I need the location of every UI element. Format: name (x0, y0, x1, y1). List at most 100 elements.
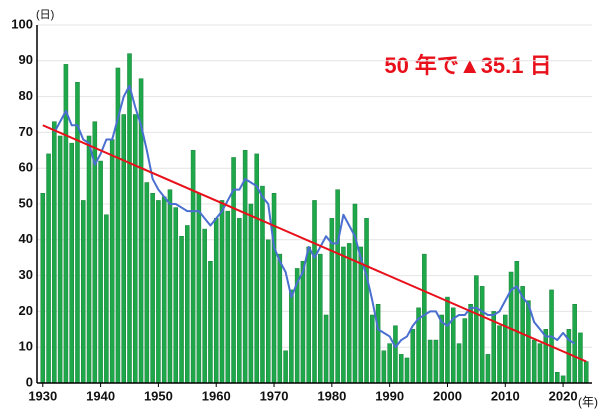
y-tick-label: 30 (19, 267, 33, 282)
x-tick-label: 1990 (375, 388, 404, 403)
bar (167, 189, 173, 384)
bar (121, 114, 126, 384)
bar (156, 200, 161, 384)
bar (381, 350, 387, 384)
bar (237, 218, 242, 384)
bar (352, 203, 358, 384)
bar (80, 200, 86, 384)
bar (69, 142, 74, 384)
bar (300, 261, 306, 384)
bar (133, 114, 138, 384)
bar (179, 235, 184, 384)
x-tick-label: 1980 (317, 388, 346, 403)
bar (260, 185, 265, 384)
bar (387, 343, 392, 384)
y-tick-label: 100 (11, 16, 33, 31)
x-tick-label: 2020 (549, 388, 578, 403)
bar (306, 246, 311, 384)
bar (485, 354, 491, 384)
x-tick-label: 1970 (260, 388, 289, 403)
bar (346, 243, 352, 384)
trend-line (42, 124, 587, 363)
y-tick-label: 60 (19, 160, 33, 175)
bar (555, 372, 560, 384)
x-unit: (年) (578, 395, 598, 409)
bar (410, 329, 416, 384)
y-tick-label: 50 (19, 195, 33, 210)
bar (213, 218, 219, 384)
y-tick-label: 10 (19, 339, 33, 354)
y-tick-label: 20 (19, 303, 33, 318)
bar (526, 300, 531, 384)
bar (173, 207, 179, 384)
annotation: 50 年で▲35.1 日 (384, 53, 551, 78)
bar (335, 189, 340, 384)
bar (40, 193, 46, 384)
y-tick-label: 0 (26, 374, 33, 389)
bar (468, 303, 473, 384)
y-tick-label: 70 (19, 124, 33, 139)
bar (393, 325, 398, 384)
y-tick-label: 90 (19, 52, 33, 67)
bar (560, 375, 566, 384)
bar (219, 200, 225, 384)
x-tick-label: 1950 (144, 388, 173, 403)
moving-average-line (53, 84, 576, 349)
bar (456, 343, 462, 384)
bar (479, 286, 485, 384)
bar (161, 196, 167, 384)
bar (289, 289, 294, 384)
bar (323, 314, 329, 384)
bar (202, 228, 207, 384)
bar (439, 314, 444, 384)
bar (144, 182, 150, 384)
bar (364, 218, 369, 384)
x-tick-label: 1940 (86, 388, 115, 403)
bar (46, 153, 51, 384)
bar (242, 150, 248, 384)
bar (52, 121, 57, 384)
x-tick-label: 1960 (202, 388, 231, 403)
bar (462, 318, 468, 384)
x-tick-label: 1930 (28, 388, 57, 403)
bar (265, 239, 271, 384)
bar (109, 139, 115, 384)
bar (283, 350, 288, 384)
bar (514, 261, 520, 384)
bar (375, 303, 381, 384)
bar (358, 246, 364, 384)
bar (86, 135, 92, 384)
bar (341, 246, 346, 384)
bar (57, 135, 63, 384)
y-tick-label: 40 (19, 231, 33, 246)
bar (150, 193, 155, 384)
bar (98, 160, 103, 384)
bar (271, 193, 277, 384)
bar (208, 261, 213, 384)
bar (127, 53, 132, 384)
bar (277, 253, 283, 384)
bar (404, 357, 410, 384)
bar (422, 253, 427, 384)
bar (318, 253, 323, 384)
bar (398, 354, 404, 384)
bar (474, 275, 479, 384)
bar (497, 325, 502, 384)
x-tick-label: 2010 (491, 388, 520, 403)
bar (427, 339, 433, 384)
bar (225, 210, 231, 384)
y-unit: (日) (36, 9, 54, 21)
bar (185, 225, 190, 384)
bar (312, 200, 317, 384)
bar (445, 296, 450, 384)
bar (531, 339, 537, 384)
bar (537, 343, 543, 384)
y-tick-label: 80 (19, 88, 33, 103)
bar (248, 203, 254, 384)
bar (196, 193, 202, 384)
bar (190, 150, 196, 384)
bar (433, 339, 439, 384)
bar (104, 214, 109, 384)
bar (370, 314, 375, 384)
